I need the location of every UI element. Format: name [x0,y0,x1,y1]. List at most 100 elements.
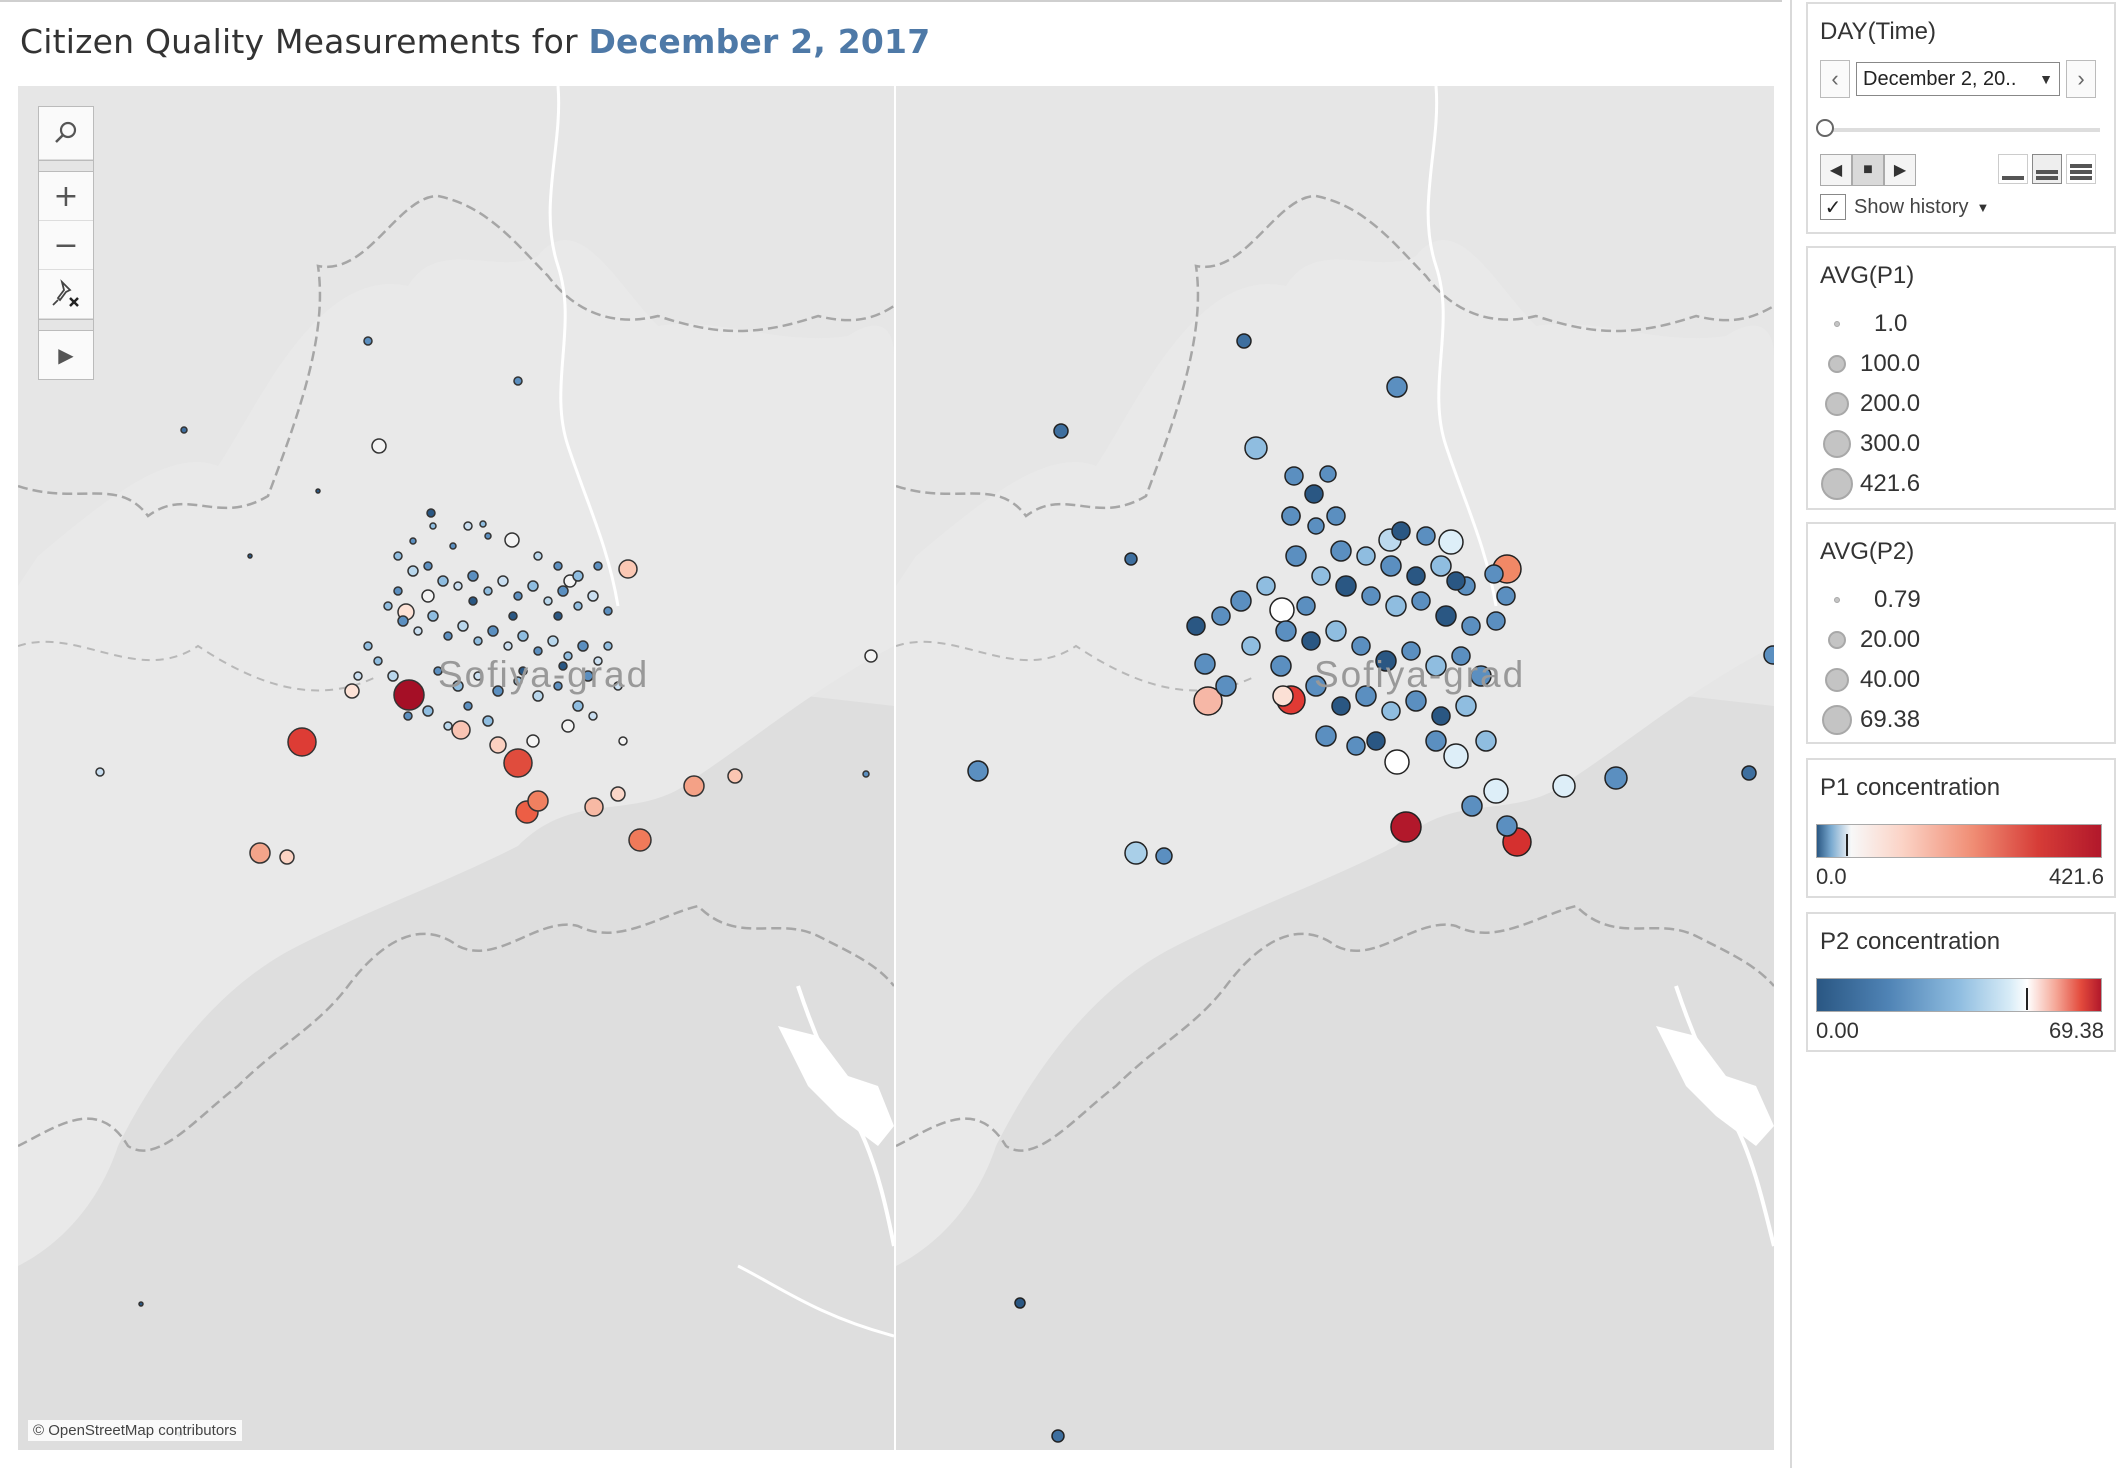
speed-slow-button[interactable] [1998,154,2028,184]
title-date: December 2, 2017 [588,22,931,61]
chevron-right-icon[interactable]: › [2066,60,2096,98]
p1-marker [582,670,594,682]
p2-marker [1486,611,1506,631]
p1-marker [503,748,533,778]
zoom-in-icon[interactable]: + [39,172,93,221]
p2-marker [1451,646,1471,666]
size-dot [1823,430,1851,458]
p1-marker [315,488,321,494]
speed-fast-button[interactable] [2066,154,2096,184]
p2-marker [1385,595,1407,617]
search-icon[interactable] [39,107,93,160]
p1-marker [467,570,479,582]
p2-marker [1435,605,1457,627]
unpin-icon[interactable] [39,270,93,319]
p2-map[interactable]: Sofiya-grad [896,86,1774,1450]
title-prefix: Citizen Quality Measurements for [20,22,578,61]
border-west [18,640,379,692]
size-dot [1825,392,1849,416]
p2-marker [1496,586,1516,606]
p1-size-legend-title: AVG(P1) [1820,262,1915,289]
p1-color-ramp-marker [1846,834,1848,856]
day-slider-track[interactable] [1826,128,2100,132]
p2-marker [1361,586,1381,606]
p2-marker [1430,555,1452,577]
p2-marker [1256,576,1276,596]
p1-marker [353,671,363,681]
p1-marker [180,426,188,434]
p2-marker [1381,701,1401,721]
region-area [896,240,1774,1266]
chevron-left-icon[interactable]: ‹ [1820,60,1850,98]
step-forward-icon[interactable]: ▶ [1884,154,1916,186]
p1-marker [577,640,589,652]
caret-down-icon[interactable]: ▼ [1976,199,1990,215]
p1-marker [533,551,543,561]
border-north [18,194,894,518]
checkmark-icon[interactable]: ✓ [1820,194,1846,220]
legend-label: 421.6 [1860,470,1921,497]
p2-marker [1416,526,1436,546]
p2-marker [1284,466,1304,486]
speed-bar [2070,164,2092,168]
osm-credit[interactable]: © OpenStreetMap contributors [28,1420,242,1441]
day-slider-handle[interactable] [1816,119,1834,137]
p2-color-min: 0.00 [1816,1018,1859,1043]
speed-medium-button[interactable] [2032,154,2062,184]
p1-marker [553,561,563,571]
map-toolbar: + − ▶ [38,106,94,380]
size-dot [1828,355,1846,373]
p2-marker [1483,778,1509,804]
p2-marker [1470,665,1492,687]
p1-size-legend-items: 1.0 100.0 200.0 300.0 421.6 [1808,304,2114,504]
expand-icon[interactable]: ▶ [58,343,74,367]
city-label-left: Sofiya-grad [438,654,650,695]
p2-marker [1386,376,1408,398]
step-back-icon[interactable]: ◀ [1820,154,1852,186]
p1-marker [547,635,559,647]
p2-marker [1051,1429,1065,1443]
p2-marker [1285,545,1307,567]
day-controls: ‹ December 2, 20.. ▼ › [1820,60,2096,98]
p1-map[interactable]: Sofiya-grad © OpenStreetMap contributors [18,86,894,1450]
legend-item: 100.0 [1808,344,2114,384]
p1-color-legend: P1 concentration 0.0 421.6 [1806,758,2116,898]
speed-bar [2036,170,2058,174]
legend-item: 69.38 [1808,700,2114,740]
p1-marker [588,711,598,721]
p1-marker [513,591,523,601]
legend-label: 100.0 [1860,350,1921,377]
stop-icon[interactable]: ■ [1852,154,1884,186]
p1-marker [468,596,478,606]
p1-marker [683,775,705,797]
p2-marker [1194,653,1216,675]
p1-marker [557,585,569,597]
p1-marker [247,553,253,559]
p1-marker [628,828,652,852]
p1-marker [421,589,435,603]
p2-marker [1438,529,1464,555]
p2-marker [1244,436,1268,460]
p1-marker [572,700,584,712]
p1-marker [373,656,383,666]
p2-marker [1275,620,1297,642]
p1-marker [452,680,464,692]
chevron-down-icon: ▼ [2039,71,2053,87]
day-select[interactable]: December 2, 20.. ▼ [1856,62,2060,96]
p1-marker [393,679,425,711]
zoom-out-icon[interactable]: − [39,221,93,270]
p2-marker [1124,841,1148,865]
p1-marker [527,580,539,592]
sidebar-divider [1790,0,1792,1468]
p1-marker [95,767,105,777]
show-history[interactable]: ✓ Show history ▼ [1820,194,1989,220]
p1-marker [387,670,399,682]
p2-marker [1346,736,1366,756]
p2-marker [1366,731,1386,751]
p1-marker [513,676,523,686]
p2-marker [1425,655,1447,677]
border-south [896,904,1774,1152]
toolbar-gap [39,319,93,331]
p1-marker [409,537,417,545]
legend-label: 200.0 [1860,390,1921,417]
